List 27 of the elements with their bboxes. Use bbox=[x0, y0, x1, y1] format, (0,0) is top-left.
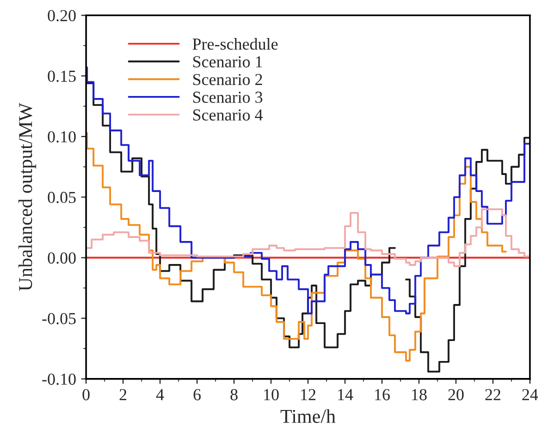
x-axis-title: Time/h bbox=[280, 409, 336, 423]
x-tick-label: 18 bbox=[412, 389, 427, 400]
y-tick-label: -0.05 bbox=[42, 312, 76, 324]
y-tick-label: 0.05 bbox=[48, 192, 76, 204]
x-tick-label: 12 bbox=[301, 389, 316, 400]
legend-label: Scenario 3 bbox=[193, 92, 262, 103]
x-tick-label: 16 bbox=[375, 389, 390, 400]
y-tick-label: -0.10 bbox=[42, 374, 76, 385]
x-tick-label: 2 bbox=[120, 389, 126, 400]
x-tick-label: 8 bbox=[230, 389, 238, 400]
y-tick-label: 0.20 bbox=[48, 10, 76, 22]
x-tick-label: 0 bbox=[82, 389, 90, 400]
y-tick-label: 0.15 bbox=[48, 70, 76, 82]
x-tick-label: 22 bbox=[485, 389, 500, 400]
x-tick-label: 24 bbox=[522, 389, 538, 400]
legend-label: Scenario 1 bbox=[193, 56, 262, 68]
x-tick-label: 4 bbox=[156, 389, 164, 400]
x-tick-label: 20 bbox=[448, 389, 464, 400]
y-tick-label: 0.10 bbox=[48, 131, 76, 143]
x-tick-label: 6 bbox=[194, 389, 201, 400]
x-tick-label: 14 bbox=[338, 389, 354, 400]
legend-label: Scenario 4 bbox=[193, 109, 263, 121]
legend-label: Scenario 2 bbox=[193, 74, 262, 86]
legend-label: Pre-schedule bbox=[192, 38, 278, 50]
y-axis-title: Unbalanced output/MW bbox=[18, 102, 36, 291]
y-tick-label: 0.00 bbox=[48, 252, 76, 264]
x-tick-label: 10 bbox=[264, 389, 279, 400]
